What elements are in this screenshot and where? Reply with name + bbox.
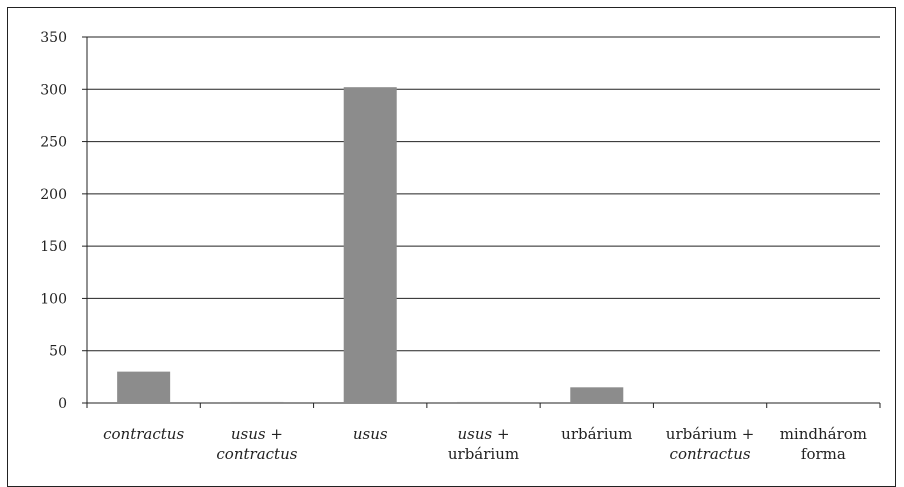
x-tick-label: usus + urbárium xyxy=(448,425,519,463)
bar xyxy=(343,87,397,404)
bar xyxy=(570,387,624,403)
chart-frame xyxy=(7,7,896,487)
bar xyxy=(117,371,171,403)
y-tick-label: 100 xyxy=(40,291,67,307)
x-tick-label: urbárium xyxy=(561,425,632,443)
y-tick-label: 0 xyxy=(58,396,67,412)
x-tick-label: contractus xyxy=(103,425,184,443)
y-tick-label: 300 xyxy=(40,82,67,98)
x-tick-label: usus + contractus xyxy=(216,425,297,463)
bar xyxy=(457,401,510,403)
y-tick-label: 50 xyxy=(49,344,67,360)
y-tick-label: 350 xyxy=(40,30,67,46)
y-tick-label: 250 xyxy=(40,135,67,151)
x-tick-label: urbárium + contractus xyxy=(666,425,755,463)
x-tick-label: usus xyxy=(353,425,388,443)
y-tick-label: 200 xyxy=(40,187,67,203)
x-tick-label: mindhárom forma xyxy=(780,425,867,463)
bar xyxy=(230,401,284,403)
y-tick-label: 150 xyxy=(40,239,67,255)
